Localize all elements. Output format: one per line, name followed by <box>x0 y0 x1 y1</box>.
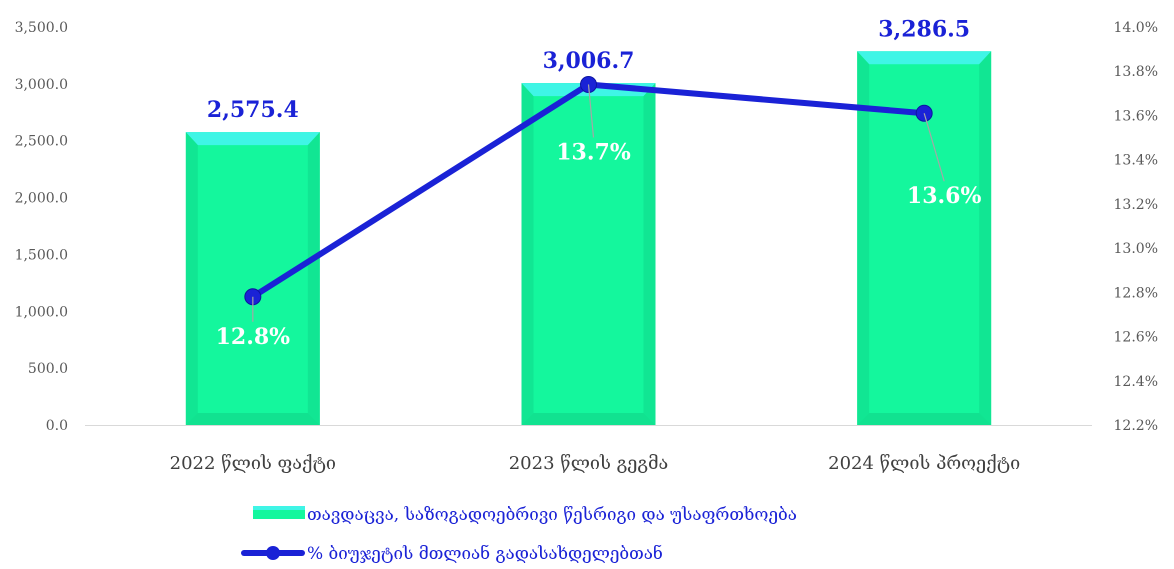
y-left-tick-label: 2,500.0 <box>15 134 68 150</box>
x-axis: 2022 წლის ფაქტი 2023 წლის გეგმა 2024 წლის … <box>85 425 1092 474</box>
y-left-tick-label: 500.0 <box>28 361 68 377</box>
legend-swatch-marker <box>266 546 280 560</box>
bar-value-label: 3,286.5 <box>878 16 970 42</box>
y-axis-right: 12.2% 12.4% 12.6% 12.8% 13.0% 13.2% 13.4% 13.6%… <box>1114 20 1158 434</box>
legend-swatch-bar-top <box>253 506 305 510</box>
y-right-tick-label: 13.6% <box>1114 108 1158 124</box>
x-tick-label: 2022 წლის ფაქტი <box>170 453 336 474</box>
legend-item-bar: თავდაცვა, საზოგადოებრივი წესრიგი და უსაფ… <box>253 505 797 525</box>
bar-series <box>185 51 992 425</box>
line-data-labels: 12.8% 13.7% 13.6% <box>216 84 982 350</box>
y-right-tick-label: 12.8% <box>1114 285 1158 301</box>
line-value-label: 13.6% <box>907 183 982 209</box>
y-right-tick-label: 12.6% <box>1114 330 1158 346</box>
line-value-label: 13.7% <box>556 139 631 165</box>
y-left-tick-label: 3,000.0 <box>15 77 68 93</box>
leader-line <box>923 113 945 182</box>
x-tick-label: 2023 წლის გეგმა <box>509 453 669 474</box>
bar <box>521 83 656 425</box>
y-right-tick-label: 13.2% <box>1114 197 1158 213</box>
y-left-tick-label: 3,500.0 <box>15 20 68 36</box>
legend-label-bar: თავდაცვა, საზოგადოებრივი წესრიგი და უსაფ… <box>307 505 797 525</box>
legend-item-line: % ბიუჯეტის მთლიან გადასახდელებთან <box>241 544 663 564</box>
y-left-tick-label: 0.0 <box>46 418 68 434</box>
y-right-tick-label: 14.0% <box>1114 20 1158 36</box>
y-right-tick-label: 13.8% <box>1114 64 1158 80</box>
y-left-tick-label: 2,000.0 <box>15 191 68 207</box>
y-right-tick-label: 13.4% <box>1114 153 1158 169</box>
legend: თავდაცვა, საზოგადოებრივი წესრიგი და უსაფ… <box>241 505 797 564</box>
y-left-tick-label: 1,500.0 <box>15 247 68 263</box>
x-tick-label: 2024 წლის პროექტი <box>828 453 1020 474</box>
y-right-tick-label: 13.0% <box>1114 241 1158 257</box>
bar-value-label: 2,575.4 <box>207 97 299 123</box>
bar-value-label: 3,006.7 <box>543 48 635 74</box>
y-axis-left: 0.0 500.0 1,000.0 1,500.0 2,000.0 2,500.0 3,00… <box>15 20 68 434</box>
y-right-tick-label: 12.2% <box>1114 418 1158 434</box>
legend-label-line: % ბიუჯეტის მთლიან გადასახდელებთან <box>307 544 663 564</box>
y-right-tick-label: 12.4% <box>1114 374 1158 390</box>
leader-line <box>587 84 595 138</box>
line-value-label: 12.8% <box>216 324 291 350</box>
y-left-tick-label: 1,000.0 <box>15 304 68 320</box>
legend-swatch-bar <box>253 508 305 519</box>
bar <box>185 132 320 425</box>
bar-data-labels: 2,575.4 3,006.7 3,286.5 <box>207 16 970 123</box>
